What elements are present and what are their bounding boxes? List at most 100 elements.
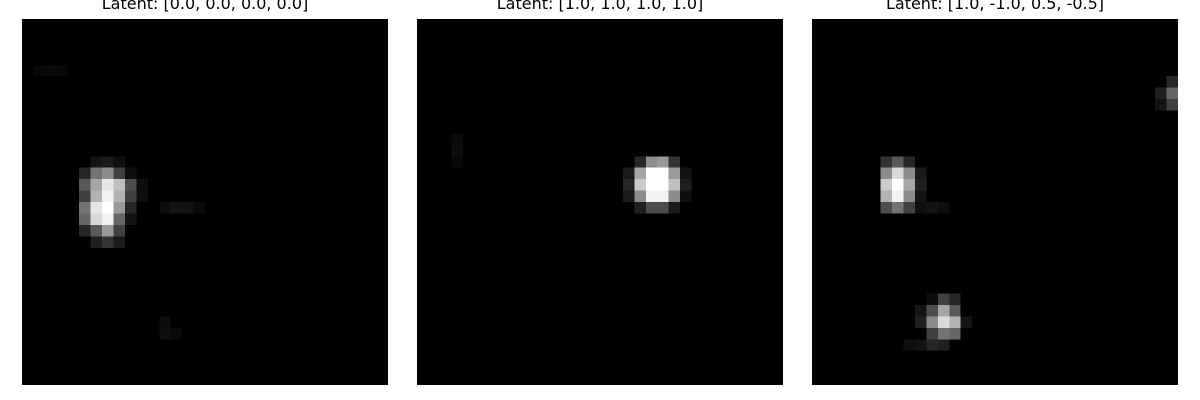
heatmap-cell xyxy=(102,179,114,191)
heatmap-cell xyxy=(622,167,635,180)
heatmap-cell xyxy=(880,202,893,214)
heatmap-cell xyxy=(645,167,658,180)
heatmap-cell xyxy=(657,202,669,214)
heatmap-cell xyxy=(657,167,669,180)
heatmap-cell xyxy=(914,190,927,202)
heatmap-cell xyxy=(193,202,205,214)
heatmap-cell xyxy=(668,202,681,214)
heatmap-image xyxy=(22,19,388,385)
heatmap-cell xyxy=(102,167,114,180)
heatmap-cell xyxy=(113,156,125,168)
heatmap-cell xyxy=(937,316,950,328)
heatmap-cell xyxy=(102,202,114,214)
heatmap-cell xyxy=(914,304,927,317)
heatmap-cell xyxy=(926,202,938,214)
heatmap-cell xyxy=(903,179,915,191)
heatmap-cell xyxy=(90,213,103,225)
heatmap-cell xyxy=(451,156,463,168)
heatmap-cell xyxy=(903,202,915,214)
heatmap-cell xyxy=(914,179,927,191)
heatmap-cell xyxy=(657,190,669,202)
heatmap-cell xyxy=(1166,99,1178,111)
heatmap-cell xyxy=(926,327,938,340)
heatmap-cell xyxy=(451,144,463,157)
heatmap-image xyxy=(812,19,1178,385)
heatmap-cell xyxy=(124,213,137,225)
heatmap-cell xyxy=(79,202,91,214)
heatmap-cell xyxy=(79,213,91,225)
heatmap-cell xyxy=(170,327,183,340)
heatmap-cell xyxy=(44,64,57,77)
heatmap-cell xyxy=(79,167,91,180)
heatmap-cell xyxy=(159,327,171,340)
heatmap-cell xyxy=(124,202,137,214)
heatmap-cell xyxy=(892,190,904,202)
heatmap-cell xyxy=(880,179,893,191)
heatmap-cell xyxy=(79,224,91,237)
heatmap-cell xyxy=(102,236,114,248)
heatmap-cell xyxy=(451,133,463,145)
heatmap-cell xyxy=(113,224,125,237)
heatmap-cell xyxy=(90,179,103,191)
heatmap-cell xyxy=(159,316,171,328)
panel-title: Latent: [1.0, -1.0, 0.5, -0.5] xyxy=(885,0,1105,13)
heatmap-cell xyxy=(926,304,938,317)
panel-title: Latent: [1.0, 1.0, 1.0, 1.0] xyxy=(496,0,704,13)
heatmap-cell xyxy=(880,167,893,180)
heatmap-cell xyxy=(159,202,171,214)
heatmap-cell xyxy=(937,304,950,317)
heatmap-cell xyxy=(645,156,658,168)
heatmap-cell xyxy=(903,190,915,202)
heatmap-cell xyxy=(926,293,938,305)
heatmap-cell xyxy=(113,179,125,191)
heatmap-cell xyxy=(645,190,658,202)
heatmap-cell xyxy=(90,224,103,237)
heatmap-cell xyxy=(949,316,961,328)
heatmap-cell xyxy=(113,236,125,248)
heatmap-cell xyxy=(56,64,68,77)
heatmap-cell xyxy=(170,202,183,214)
heatmap-cell xyxy=(668,190,681,202)
heatmap-cell xyxy=(880,156,893,168)
heatmap-cell xyxy=(903,156,915,168)
heatmap-cell xyxy=(937,327,950,340)
heatmap-cell xyxy=(634,179,646,191)
heatmap-cell xyxy=(937,293,950,305)
heatmap-cell xyxy=(79,179,91,191)
heatmap-cell xyxy=(645,179,658,191)
heatmap-cell xyxy=(1155,87,1167,100)
heatmap-cell xyxy=(182,202,194,214)
heatmap-cell xyxy=(668,179,681,191)
heatmap-cell xyxy=(949,293,961,305)
heatmap-cell xyxy=(645,202,658,214)
heatmap-cell xyxy=(880,190,893,202)
heatmap-cell xyxy=(949,304,961,317)
heatmap-cell xyxy=(937,202,950,214)
heatmap-cell xyxy=(892,167,904,180)
heatmap-cell xyxy=(113,190,125,202)
heatmap-cell xyxy=(113,202,125,214)
heatmap-cell xyxy=(102,190,114,202)
heatmap-cell xyxy=(634,156,646,168)
heatmap-cell xyxy=(926,339,938,351)
heatmap-cell xyxy=(102,224,114,237)
heatmap-cell xyxy=(668,156,681,168)
heatmap-cell xyxy=(903,167,915,180)
heatmap-cell xyxy=(90,190,103,202)
heatmap-cell xyxy=(634,167,646,180)
panel-latent-mixed: Latent: [1.0, -1.0, 0.5, -0.5] xyxy=(812,0,1178,400)
heatmap-cell xyxy=(937,339,950,351)
panel-latent-zero: Latent: [0.0, 0.0, 0.0, 0.0] xyxy=(22,0,388,400)
panel-latent-ones: Latent: [1.0, 1.0, 1.0, 1.0] xyxy=(417,0,783,400)
heatmap-cell xyxy=(680,179,692,191)
heatmap-cell xyxy=(1166,76,1178,88)
heatmap-cell xyxy=(113,167,125,180)
heatmap-cell xyxy=(136,179,148,191)
heatmap-cell xyxy=(1155,99,1167,111)
heatmap-cell xyxy=(113,213,125,225)
heatmap-cell xyxy=(90,156,103,168)
heatmap-cell xyxy=(892,156,904,168)
heatmap-cell xyxy=(914,339,927,351)
heatmap-cell xyxy=(949,327,961,340)
heatmap-cell xyxy=(914,167,927,180)
